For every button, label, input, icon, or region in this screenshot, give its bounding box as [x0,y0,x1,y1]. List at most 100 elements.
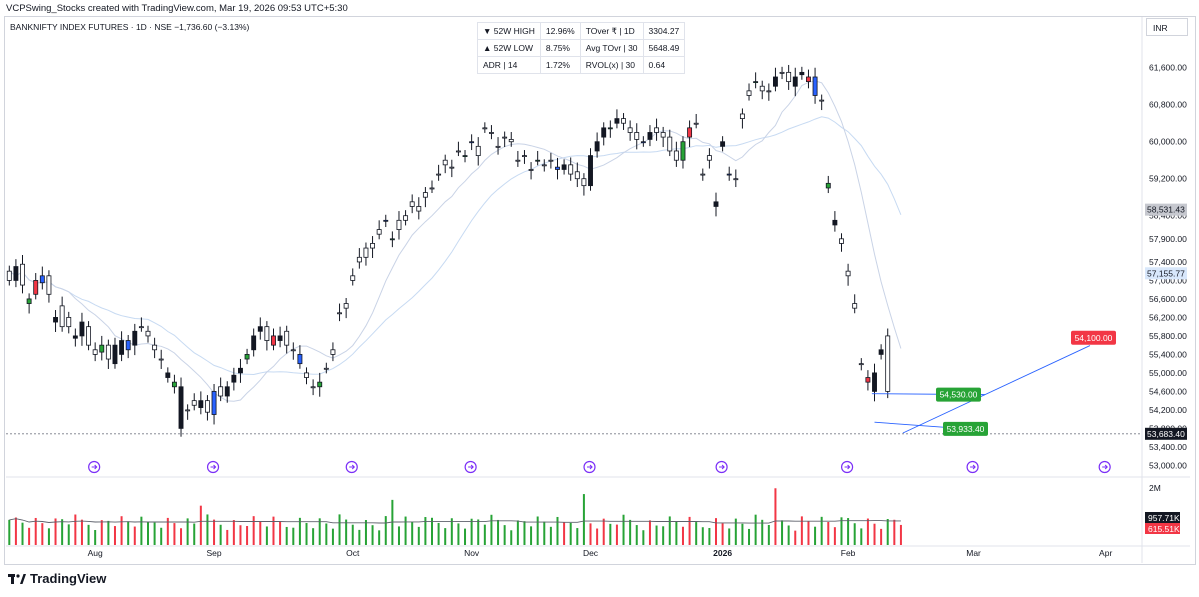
candle-body [522,155,527,157]
y-tick-label: 53,400.00 [1149,442,1187,452]
stats-cell: 0.64 [642,56,686,74]
candle [845,263,851,286]
candle-body [271,335,276,346]
candle [6,265,12,286]
candle-body [376,229,382,235]
candle [739,108,745,129]
entry-price-tag: 54,530.00 [940,390,978,400]
y-tick-label: 57,000.00 [1149,275,1187,285]
y-tick-label: 56,200.00 [1149,312,1187,322]
volume-bar [800,516,803,545]
candle [389,231,395,248]
volume-bar [549,526,552,545]
candle-body [462,155,468,157]
volume-ma-tag: 957.71K [1148,513,1180,523]
volume-bar [820,516,823,545]
candle [191,393,197,411]
candle [733,169,739,188]
candle [403,210,409,226]
candle-body [535,159,541,162]
volume-bar [847,518,850,545]
candle-body [304,372,309,378]
volume-bar [424,517,427,545]
y-tick-label: 53,000.00 [1149,460,1187,470]
candle-body [244,354,250,360]
volume-tag-bg [1145,512,1180,523]
candle-body [825,182,831,189]
candle-body [350,275,356,281]
candle [145,325,151,343]
event-arrow-icon [844,464,851,470]
volume-bar [629,519,632,545]
candle [310,379,316,396]
candle [99,335,105,361]
candle [257,317,263,340]
stats-cell: RVOL(x) | 30 [579,56,644,74]
candle [726,166,732,181]
candle-body [528,169,534,171]
candle-body [772,76,778,87]
candle-body [640,141,646,144]
candle-body [323,367,329,370]
candle [832,211,838,232]
volume-bar [767,524,770,545]
candle [370,236,376,259]
candle [568,157,574,181]
volume-bar [61,519,64,545]
tradingview-logo[interactable]: TradingView [8,571,106,586]
y-tick-label: 55,000.00 [1149,368,1187,378]
volume-bar [14,517,17,545]
volume-bar [602,518,605,545]
candle-body [396,219,402,230]
volume-bar [464,528,467,545]
candle [502,131,508,148]
volume-bar [833,527,836,545]
symbol-line[interactable]: BANKNIFTY INDEX FUTURES · 1D · NSE −1,73… [10,22,250,32]
volume-bar [285,526,288,545]
brand-label: TradingView [30,571,107,586]
candle [152,337,158,359]
candle-body [885,335,891,392]
projection-line [902,345,1091,434]
event-arrow-icon [719,464,725,470]
candle [720,136,726,152]
candle-body [257,326,263,332]
candle [588,148,593,191]
volume-bar [34,517,37,545]
candle [792,67,798,97]
volume-bar [239,525,242,545]
volume-bar [893,519,896,545]
candle [753,72,759,89]
candle-body [330,349,336,355]
candle [779,66,785,80]
candle [211,384,217,425]
candle [581,173,587,196]
x-tick-label: Dec [583,548,599,558]
candle-body [429,187,435,190]
candle [614,109,620,129]
candle-body [125,340,131,351]
stats-row: ADR | 14 1.72% RVOL(x) | 30 0.64 [477,56,686,74]
candle-body [548,159,554,162]
volume-bar [675,521,678,545]
currency-button[interactable]: INR [1146,18,1188,36]
volume-bar [510,530,513,545]
y-tick-label: 60,000.00 [1149,137,1187,147]
ma-fast-price-tag: 57,155.77 [1147,268,1185,278]
volume-bar [384,516,387,545]
event-arrow-icon [210,464,217,470]
volume-bar [28,527,31,545]
candle-body [343,303,349,309]
volume-bar [668,516,671,545]
candle [72,328,78,347]
candle [475,137,481,166]
volume-bar [358,529,361,545]
event-arrow-icon [970,464,976,470]
volume-bar [701,527,704,545]
candle-body [145,330,151,337]
candle-body [178,386,184,429]
candle-body [647,132,653,140]
candle-body [660,132,666,138]
candle [92,342,98,362]
